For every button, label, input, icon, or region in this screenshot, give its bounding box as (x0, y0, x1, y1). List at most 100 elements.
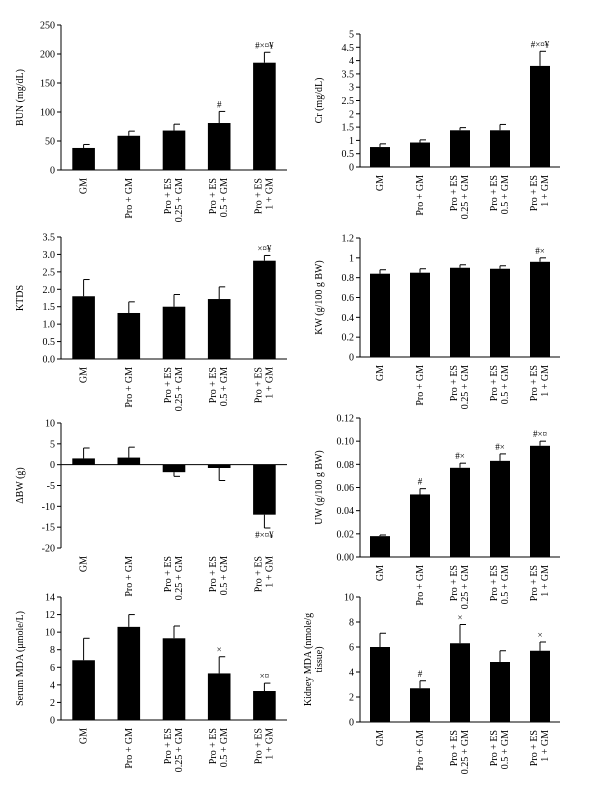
x-tick-label: GM (79, 178, 90, 194)
x-tick-label: Pro + ES1 + GM (529, 365, 551, 401)
x-tick-label-line: 0.25 + GM (460, 365, 471, 409)
y-tick-label: 0.12 (337, 414, 355, 425)
x-tick-label-line: 0.25 + GM (460, 175, 471, 219)
y-tick-label: 0.8 (342, 273, 355, 284)
x-tick-label-line: 0.5 + GM (219, 367, 230, 406)
y-tick-label: 0.0 (43, 355, 56, 366)
y-tick-label: 0 (50, 716, 55, 727)
bar (410, 272, 430, 357)
significance-label: #×¤¥ (255, 40, 274, 50)
y-tick-label: 2 (349, 693, 354, 704)
y-tick-label: 10 (45, 628, 55, 639)
x-tick-label: Pro + ES1 + GM (529, 565, 551, 601)
x-tick-label: GM (375, 730, 386, 746)
bar (530, 261, 550, 357)
bar (370, 647, 390, 722)
significance-label: ×¤ (260, 671, 270, 681)
bar (530, 65, 550, 167)
bar (207, 673, 231, 720)
y-axis-label: Serum MDA (μmole/L) (15, 611, 26, 706)
x-tick-label-line: Pro + ES (489, 565, 500, 601)
x-tick-label-line: Pro + ES (208, 556, 219, 592)
bar (370, 147, 390, 167)
bar (162, 464, 186, 473)
bar (450, 643, 470, 722)
y-tick-label: 10 (344, 593, 354, 604)
y-tick-label: 1.0 (43, 320, 56, 331)
bar (72, 296, 95, 359)
x-tick-label-line: 1 + GM (540, 565, 551, 597)
y-tick-label: 1.5 (342, 123, 355, 134)
x-tick-label-line: Pro + GM (415, 175, 426, 216)
y-axis-label: ΔBW (g) (15, 467, 26, 504)
x-tick-label-line: Pro + GM (124, 556, 135, 597)
x-tick-label-line: Pro + ES (449, 565, 460, 601)
bar (530, 445, 550, 557)
x-tick-label: Pro + ES0.5 + GM (208, 728, 230, 767)
y-tick-label: 50 (45, 137, 55, 148)
y-tick-label: -15 (42, 523, 55, 534)
y-axis-label-line: ΔBW (g) (15, 467, 26, 504)
y-tick-label: 3 (349, 83, 354, 94)
bar (410, 688, 430, 722)
y-tick-label: 2.0 (43, 285, 56, 296)
x-tick-label-line: GM (375, 730, 386, 746)
bar (450, 467, 470, 557)
x-tick-label: Pro + GM (415, 730, 426, 771)
x-tick-label-line: 0.5 + GM (500, 175, 511, 214)
y-tick-label: 2.5 (43, 267, 56, 278)
y-tick-label: 0.04 (337, 506, 355, 517)
y-tick-label: 5 (50, 439, 55, 450)
y-tick-label: 0.4 (342, 313, 355, 324)
y-tick-label: 3.5 (43, 233, 56, 244)
x-tick-label-line: 0.5 + GM (219, 728, 230, 767)
x-tick-label-line: 0.5 + GM (219, 556, 230, 595)
bar (162, 130, 186, 170)
x-tick-label-line: 0.25 + GM (460, 565, 471, 609)
x-tick-label: GM (375, 365, 386, 381)
y-tick-label: 200 (40, 50, 55, 61)
x-tick-label-line: 1 + GM (264, 728, 275, 760)
x-tick-label: Pro + ES0.25 + GM (163, 556, 185, 600)
x-tick-label-line: 0.5 + GM (500, 730, 511, 769)
x-tick-label-line: Pro + GM (124, 367, 135, 408)
x-tick-label-line: Pro + GM (415, 365, 426, 406)
bar (370, 273, 390, 357)
significance-label: × (217, 645, 222, 655)
x-tick-label: Pro + ES0.25 + GM (449, 365, 471, 409)
x-tick-label: GM (79, 556, 90, 572)
significance-label: #× (495, 442, 505, 452)
x-tick-label: Pro + ES0.25 + GM (163, 728, 185, 772)
y-tick-label: -10 (42, 502, 55, 513)
x-tick-label-line: 1 + GM (264, 178, 275, 210)
y-axis-label-line: KW (g/100 g BW) (314, 260, 325, 335)
y-tick-label: 8 (349, 618, 354, 629)
bar (253, 62, 276, 171)
y-tick-label: 0 (349, 353, 354, 364)
significance-label: #×¤¥ (255, 530, 274, 540)
x-tick-label: Pro + ES1 + GM (253, 556, 275, 592)
bar (450, 130, 470, 167)
significance-label: × (537, 630, 542, 640)
x-tick-label: Pro + ES0.5 + GM (489, 565, 511, 604)
significance-label: #× (535, 246, 545, 256)
x-tick-label-line: 1 + GM (540, 365, 551, 397)
x-tick-label-line: Pro + ES (163, 178, 174, 214)
y-tick-label: 0.5 (342, 149, 355, 160)
bar (490, 130, 510, 167)
significance-label: ×¤¥ (257, 243, 272, 253)
bar (117, 312, 141, 359)
bar (370, 536, 390, 557)
x-tick-label: Pro + GM (415, 565, 426, 606)
x-tick-label-line: Pro + ES (489, 365, 500, 401)
bar (253, 691, 276, 720)
bar (490, 460, 510, 557)
x-tick-label: Pro + GM (124, 556, 135, 597)
y-axis-label: KW (g/100 g BW) (314, 260, 325, 335)
x-tick-label-line: Pro + ES (163, 367, 174, 403)
y-tick-label: 4 (349, 56, 354, 67)
y-tick-label: 0 (349, 163, 354, 174)
x-tick-label: Pro + ES0.5 + GM (489, 365, 511, 404)
